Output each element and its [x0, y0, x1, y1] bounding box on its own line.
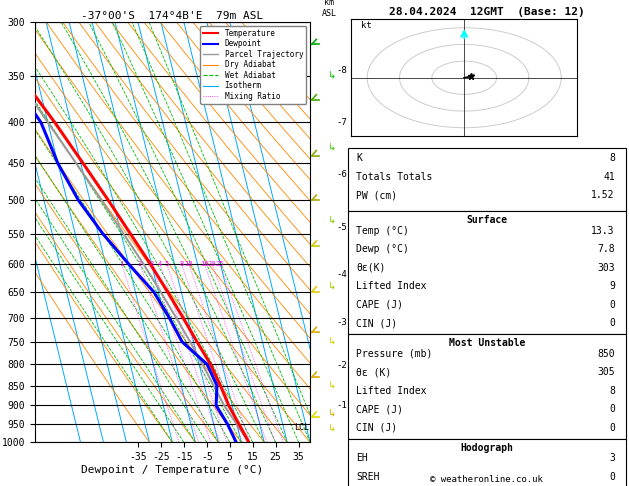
Text: CAPE (J): CAPE (J) — [356, 404, 403, 415]
Text: EH: EH — [356, 453, 368, 464]
Text: ↳: ↳ — [328, 216, 336, 226]
Text: 7.8: 7.8 — [597, 244, 615, 255]
Text: θε (K): θε (K) — [356, 367, 391, 378]
Text: 0: 0 — [609, 404, 615, 415]
Text: ↳: ↳ — [328, 281, 336, 292]
Text: Pressure (mb): Pressure (mb) — [356, 349, 433, 359]
Text: 9: 9 — [609, 281, 615, 292]
Text: 13.3: 13.3 — [591, 226, 615, 236]
Text: 2: 2 — [138, 261, 142, 267]
Text: Hodograph: Hodograph — [460, 443, 513, 453]
Text: Dewp (°C): Dewp (°C) — [356, 244, 409, 255]
Text: 8: 8 — [609, 386, 615, 396]
Text: -3: -3 — [336, 318, 347, 327]
Text: Lifted Index: Lifted Index — [356, 386, 426, 396]
Text: Totals Totals: Totals Totals — [356, 172, 433, 182]
Text: 303: 303 — [597, 263, 615, 273]
Bar — [348, 439, 626, 486]
Text: Lifted Index: Lifted Index — [356, 281, 426, 292]
Text: ↳: ↳ — [328, 142, 336, 153]
Text: 4: 4 — [158, 261, 162, 267]
Text: 1: 1 — [120, 261, 124, 267]
Text: CAPE (J): CAPE (J) — [356, 300, 403, 310]
Text: 25: 25 — [216, 261, 225, 267]
Text: 850: 850 — [597, 349, 615, 359]
Text: 10: 10 — [184, 261, 193, 267]
Text: © weatheronline.co.uk: © weatheronline.co.uk — [430, 474, 543, 484]
Text: 20: 20 — [208, 261, 216, 267]
Text: -6: -6 — [336, 170, 347, 179]
Text: ↳: ↳ — [328, 70, 336, 81]
Text: 0: 0 — [609, 472, 615, 482]
Text: PW (cm): PW (cm) — [356, 190, 397, 200]
Title: -37°00'S  174°4B'E  79m ASL: -37°00'S 174°4B'E 79m ASL — [81, 11, 264, 21]
Bar — [348, 334, 626, 439]
Text: Most Unstable: Most Unstable — [448, 338, 525, 348]
Text: 0: 0 — [609, 300, 615, 310]
Text: -8: -8 — [336, 66, 347, 75]
Text: θε(K): θε(K) — [356, 263, 386, 273]
Text: -7: -7 — [336, 118, 347, 127]
Text: ↳: ↳ — [328, 423, 336, 433]
Text: 0: 0 — [609, 318, 615, 329]
Text: LCL: LCL — [294, 423, 309, 432]
Text: SREH: SREH — [356, 472, 379, 482]
Text: 8: 8 — [609, 153, 615, 163]
Text: 305: 305 — [597, 367, 615, 378]
X-axis label: Dewpoint / Temperature (°C): Dewpoint / Temperature (°C) — [81, 465, 264, 475]
Text: K: K — [356, 153, 362, 163]
Text: Temp (°C): Temp (°C) — [356, 226, 409, 236]
Text: -2: -2 — [336, 361, 347, 370]
Text: 5: 5 — [165, 261, 169, 267]
Text: Surface: Surface — [466, 215, 508, 226]
Text: 8: 8 — [179, 261, 184, 267]
Text: 1.52: 1.52 — [591, 190, 615, 200]
Text: -4: -4 — [336, 270, 347, 278]
Legend: Temperature, Dewpoint, Parcel Trajectory, Dry Adiabat, Wet Adiabat, Isotherm, Mi: Temperature, Dewpoint, Parcel Trajectory… — [200, 26, 306, 104]
Bar — [348, 211, 626, 334]
Text: 0: 0 — [609, 423, 615, 433]
Text: ↳: ↳ — [328, 337, 336, 347]
Text: 16: 16 — [200, 261, 209, 267]
Text: CIN (J): CIN (J) — [356, 318, 397, 329]
Text: 41: 41 — [603, 172, 615, 182]
Text: kt: kt — [360, 21, 372, 30]
Text: 28.04.2024  12GMT  (Base: 12): 28.04.2024 12GMT (Base: 12) — [389, 7, 585, 17]
Text: ↳: ↳ — [328, 381, 336, 391]
Text: -1: -1 — [336, 401, 347, 410]
Text: CIN (J): CIN (J) — [356, 423, 397, 433]
Text: 3: 3 — [609, 453, 615, 464]
Text: ↳: ↳ — [328, 408, 336, 418]
Text: -5: -5 — [336, 223, 347, 232]
Text: 3: 3 — [150, 261, 153, 267]
Text: km
ASL: km ASL — [321, 0, 337, 17]
Bar — [348, 148, 626, 211]
